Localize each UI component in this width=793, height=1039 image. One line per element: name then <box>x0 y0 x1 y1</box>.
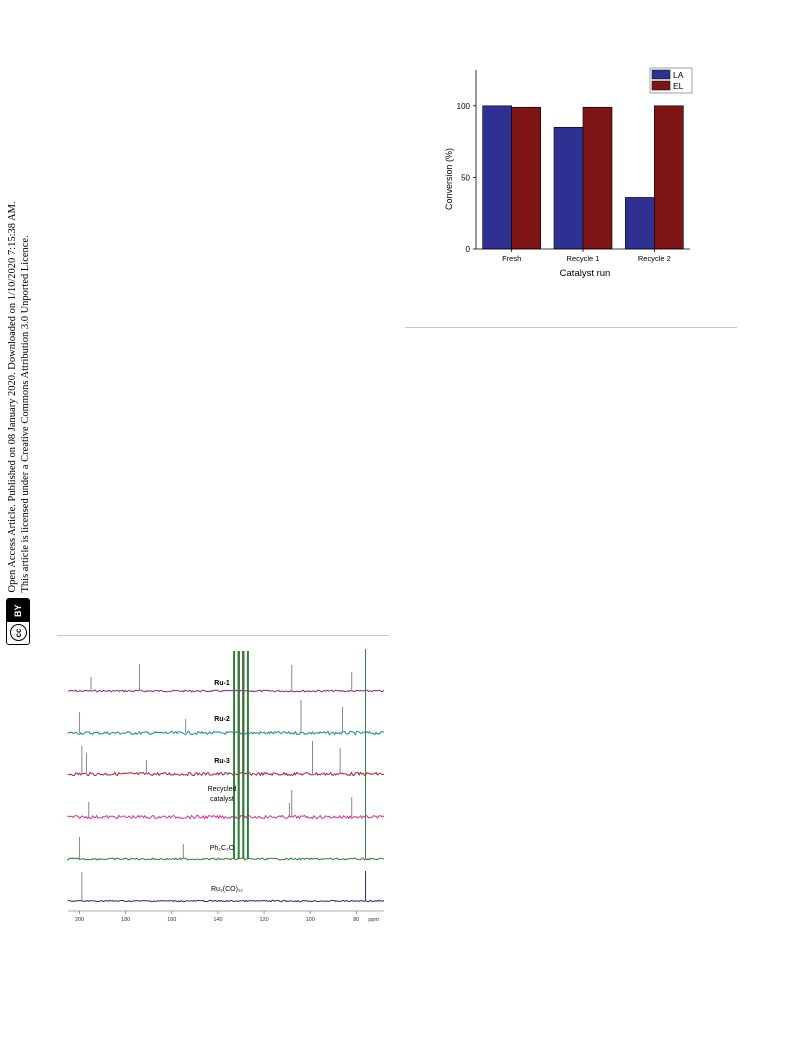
cc-by-license-badge[interactable]: cc BY <box>6 598 30 645</box>
spectrum-trace <box>67 814 385 820</box>
ppm-tick-label: 140 <box>213 917 222 923</box>
x-axis-label: Catalyst run <box>560 268 611 279</box>
legend-swatch-el <box>651 80 671 91</box>
spectrum-label: Ru₃(CO)₁₂ <box>211 886 243 893</box>
ppm-tick-label: 200 <box>75 917 84 923</box>
ppm-tick-label: 160 <box>167 917 176 923</box>
ppm-tick-label: 80 <box>353 917 359 923</box>
legend-label-el: EL <box>673 81 684 91</box>
x-tick-label: Recycle 1 <box>567 254 600 263</box>
bar-el-2 <box>582 106 613 250</box>
bar-el-3 <box>654 105 684 250</box>
spectrum-label: Ru-3 <box>214 758 230 765</box>
bar-el-1 <box>511 106 541 250</box>
spectrum-label: Ph₂C₂O <box>210 845 235 852</box>
bar-la-1 <box>482 105 512 250</box>
ppm-unit-label: ppm <box>368 917 379 923</box>
y-tick-label: 0 <box>466 245 471 254</box>
bar-la-2 <box>553 126 584 250</box>
spectrum-label: Recycled <box>208 786 237 793</box>
creative-commons-icon: cc <box>7 622 29 644</box>
ppm-tick-label: 180 <box>121 917 130 923</box>
y-tick-label: 100 <box>457 102 471 111</box>
y-axis-label: Conversion (%) <box>444 148 454 210</box>
license-link[interactable]: This article is licensed under a Creativ… <box>20 235 31 593</box>
spectrum-label: Ru-2 <box>214 716 230 723</box>
ppm-tick-label: 100 <box>306 917 315 923</box>
legend-label-la: LA <box>673 70 684 80</box>
publication-notice: Open Access Article. Published on 08 Jan… <box>7 201 18 593</box>
x-tick-label: Recycle 2 <box>638 254 671 263</box>
spectrum-label: catalyst <box>210 796 234 803</box>
conversion-bar-chart: 0 50 100 Fresh Recycle 1 Recycle 2 Conversion… <box>444 67 693 279</box>
y-tick-label: 50 <box>461 173 470 182</box>
ppm-tick-label: 120 <box>259 917 268 923</box>
spectrum-label: Ru-1 <box>214 680 230 687</box>
divider <box>57 635 389 636</box>
by-label: BY <box>7 599 29 622</box>
open-access-notice: cc BY Open Access Article. Published on … <box>6 201 32 645</box>
legend-swatch-la <box>651 69 671 80</box>
x-tick-label: Fresh <box>502 254 521 263</box>
bar-la-3 <box>625 197 655 250</box>
spectrum-trace <box>67 689 385 693</box>
spectrum-trace <box>67 771 385 777</box>
divider <box>405 327 737 328</box>
spectrum-trace <box>67 857 384 862</box>
spectrum-trace <box>67 899 385 903</box>
nmr-spectra-stack: Ru-1 Ru-2 Ru-3 Recycled catalyst Ph₂C₂O Ru₃(CO… <box>67 649 385 923</box>
spectrum-trace <box>67 730 385 736</box>
